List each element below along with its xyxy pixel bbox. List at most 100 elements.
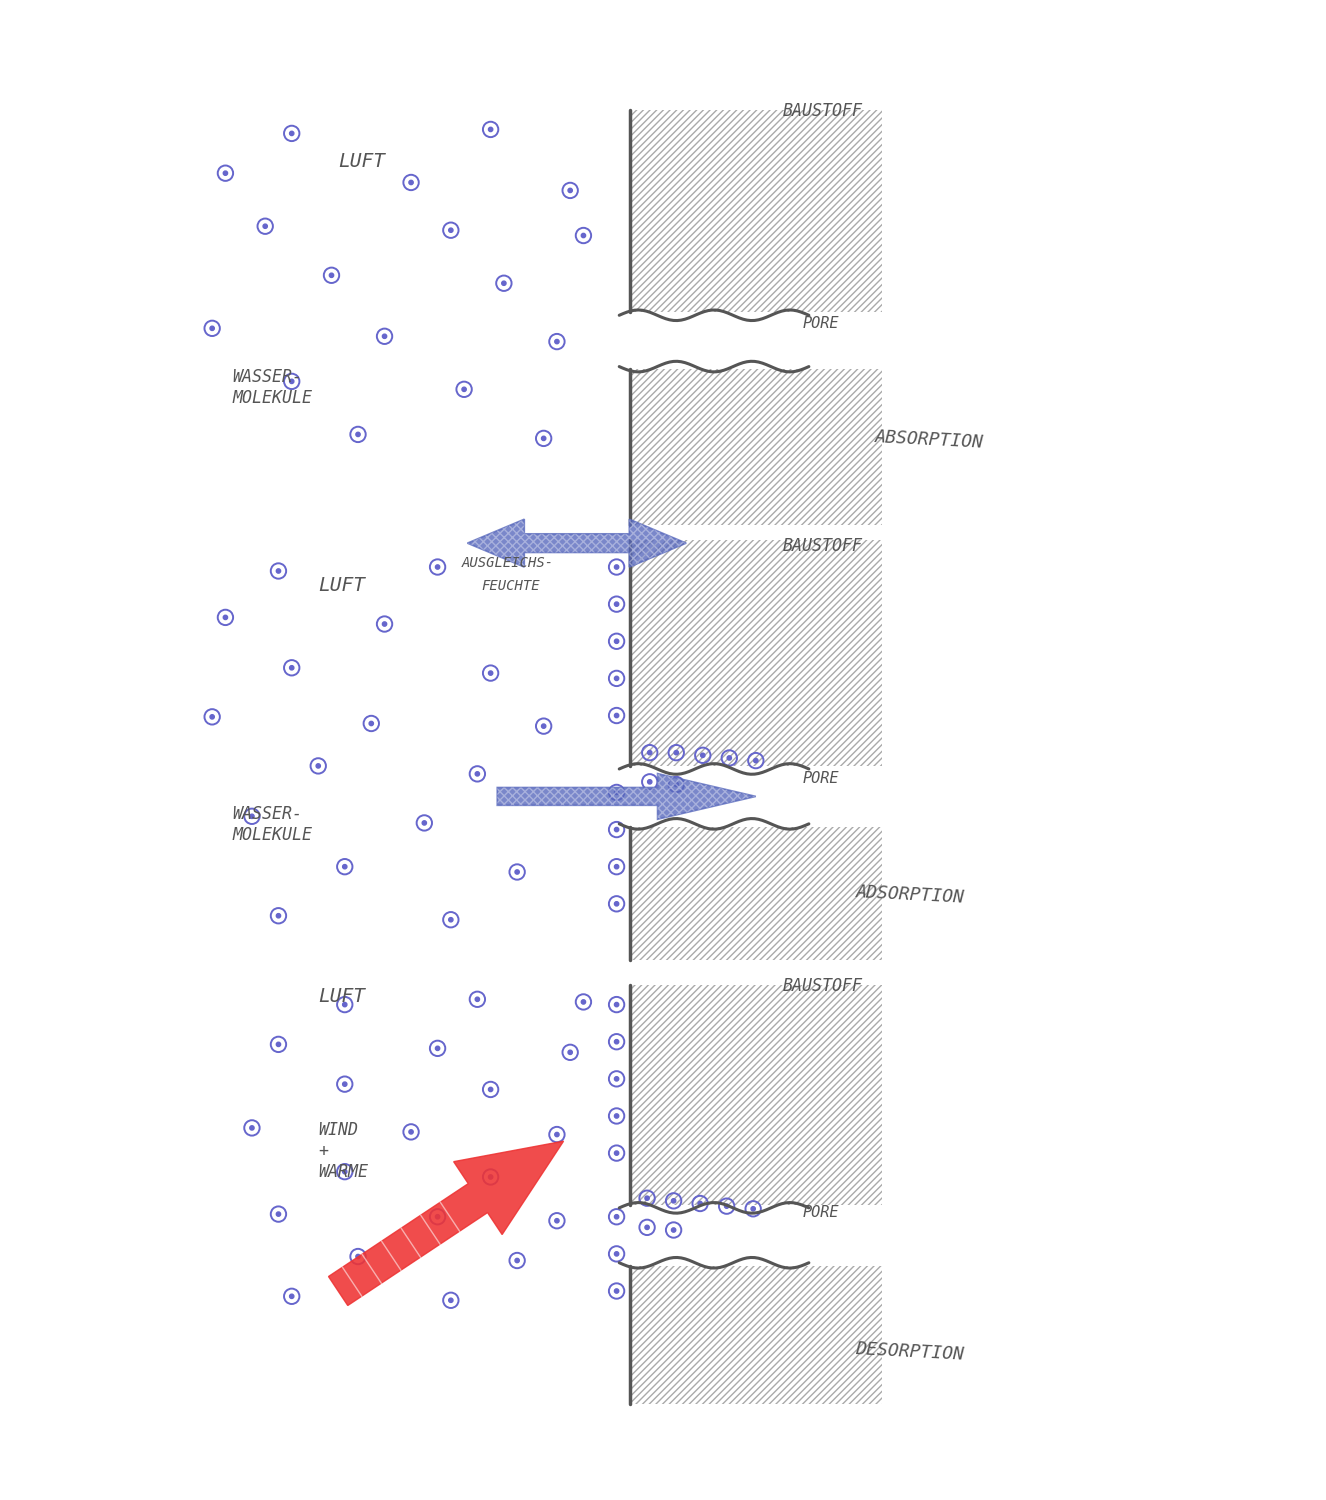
Circle shape <box>249 815 255 819</box>
Circle shape <box>448 228 453 232</box>
Circle shape <box>488 670 493 675</box>
Circle shape <box>541 436 546 441</box>
Bar <box>630 369 882 525</box>
Circle shape <box>614 714 619 717</box>
Circle shape <box>614 790 619 795</box>
Bar <box>630 827 882 960</box>
Circle shape <box>342 1170 347 1174</box>
Circle shape <box>671 1198 676 1203</box>
Circle shape <box>751 1206 756 1210</box>
Circle shape <box>697 1202 703 1206</box>
Circle shape <box>289 132 294 135</box>
Circle shape <box>581 234 586 237</box>
Circle shape <box>614 864 619 868</box>
Circle shape <box>614 676 619 681</box>
Circle shape <box>475 771 480 776</box>
Circle shape <box>329 273 334 278</box>
Text: LUFT: LUFT <box>338 152 385 171</box>
Circle shape <box>223 171 228 176</box>
Circle shape <box>614 566 619 568</box>
Circle shape <box>435 566 440 568</box>
Text: LUFT: LUFT <box>318 987 365 1006</box>
Text: BAUSTOFF: BAUSTOFF <box>782 102 862 120</box>
Bar <box>630 110 882 312</box>
Text: DESORPTION: DESORPTION <box>855 1341 965 1364</box>
Circle shape <box>753 759 758 764</box>
Circle shape <box>727 756 732 760</box>
Text: ADSORPTION: ADSORPTION <box>855 884 965 906</box>
Circle shape <box>568 1050 573 1054</box>
Text: WASSER-
MOLEKULE: WASSER- MOLEKULE <box>232 806 312 844</box>
Bar <box>630 540 882 766</box>
Polygon shape <box>329 1142 564 1305</box>
Circle shape <box>408 180 414 184</box>
Circle shape <box>614 1077 619 1082</box>
Circle shape <box>488 1088 493 1092</box>
Text: AUSGLEICHS-: AUSGLEICHS- <box>461 556 553 570</box>
Circle shape <box>448 918 453 922</box>
Text: FEUCHTE: FEUCHTE <box>481 579 540 592</box>
Bar <box>630 984 882 1204</box>
Text: PORE: PORE <box>802 1204 839 1219</box>
Circle shape <box>289 380 294 384</box>
Circle shape <box>614 639 619 644</box>
Circle shape <box>435 1215 440 1219</box>
Circle shape <box>342 864 347 868</box>
Circle shape <box>674 783 679 786</box>
Circle shape <box>355 432 361 436</box>
Circle shape <box>276 1212 281 1216</box>
Text: WIND
+
WARME: WIND + WARME <box>318 1122 369 1180</box>
Circle shape <box>276 1042 281 1047</box>
Text: PORE: PORE <box>802 771 839 786</box>
Circle shape <box>514 870 520 874</box>
Circle shape <box>614 1150 619 1155</box>
Circle shape <box>263 224 268 228</box>
Circle shape <box>276 568 281 573</box>
Circle shape <box>382 334 387 339</box>
Polygon shape <box>467 519 686 567</box>
Circle shape <box>614 602 619 606</box>
Circle shape <box>223 615 228 620</box>
Circle shape <box>475 998 480 1002</box>
Text: ABSORPTION: ABSORPTION <box>875 427 985 451</box>
Circle shape <box>276 914 281 918</box>
Circle shape <box>614 1002 619 1007</box>
Circle shape <box>289 1294 294 1299</box>
Text: WASSER-
MOLEKULE: WASSER- MOLEKULE <box>232 368 312 407</box>
Circle shape <box>435 1046 440 1050</box>
Circle shape <box>647 750 652 754</box>
Circle shape <box>614 902 619 906</box>
Circle shape <box>316 764 321 768</box>
Circle shape <box>724 1204 729 1209</box>
Circle shape <box>647 780 652 784</box>
Text: LUFT: LUFT <box>318 576 365 596</box>
Circle shape <box>488 1174 493 1179</box>
Circle shape <box>614 1040 619 1044</box>
Circle shape <box>355 1254 361 1258</box>
Circle shape <box>422 821 427 825</box>
Circle shape <box>568 189 573 192</box>
Text: PORE: PORE <box>802 316 839 332</box>
Circle shape <box>700 753 705 758</box>
Circle shape <box>614 1114 619 1118</box>
Circle shape <box>369 722 374 726</box>
Circle shape <box>342 1002 347 1007</box>
Circle shape <box>554 339 560 344</box>
Text: BAUSTOFF: BAUSTOFF <box>782 537 862 555</box>
Circle shape <box>614 1288 619 1293</box>
Circle shape <box>644 1196 650 1200</box>
Circle shape <box>382 622 387 626</box>
Circle shape <box>289 666 294 670</box>
Circle shape <box>614 828 619 831</box>
Circle shape <box>674 750 679 754</box>
Circle shape <box>614 1215 619 1219</box>
Circle shape <box>249 1126 255 1130</box>
Circle shape <box>210 326 215 330</box>
Text: BAUSTOFF: BAUSTOFF <box>782 978 862 996</box>
Circle shape <box>541 724 546 729</box>
Bar <box>630 1266 882 1404</box>
Circle shape <box>554 1218 560 1222</box>
Polygon shape <box>497 774 756 819</box>
Circle shape <box>501 280 507 285</box>
Circle shape <box>210 714 215 718</box>
